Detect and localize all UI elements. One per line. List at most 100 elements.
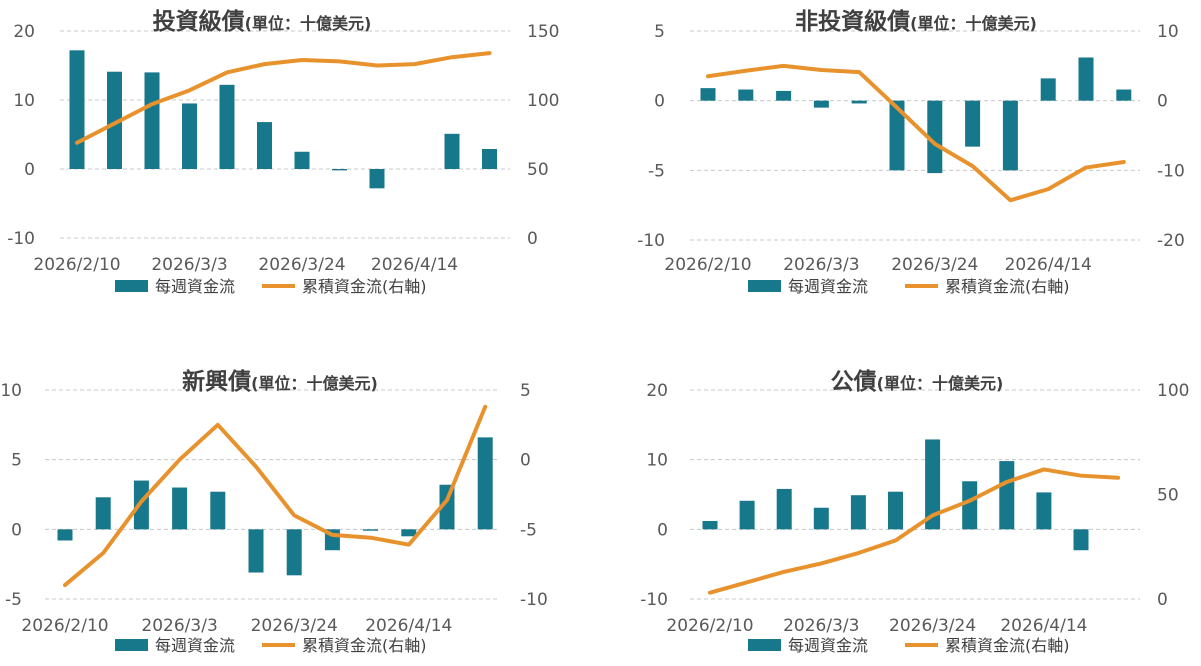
bar <box>888 491 903 530</box>
x-axis-tick-label: 2026/4/14 <box>371 255 458 275</box>
x-axis-tick-label: 2026/3/3 <box>151 255 227 275</box>
bar <box>702 520 718 530</box>
bar <box>1036 492 1052 530</box>
bar <box>700 88 716 101</box>
chart-title-unit: (單位：十億美元) <box>251 374 378 393</box>
left-axis-tick-label: 10 <box>646 451 668 471</box>
bar <box>482 148 497 169</box>
legend-label-weekly: 每週資金流 <box>155 277 235 296</box>
left-axis-tick-label: 0 <box>657 520 668 540</box>
bar <box>999 461 1015 530</box>
left-axis-tick-label: 10 <box>0 381 22 401</box>
bar <box>95 497 111 530</box>
x-axis-tick-label: 2026/4/14 <box>1005 255 1092 275</box>
bar <box>332 169 347 171</box>
right-axis-tick-label: 100 <box>527 91 559 111</box>
x-axis-tick-label: 2026/3/3 <box>783 616 859 636</box>
chart-panel-2: -10 -5 0 5 -20 -10 0 10 2026/2/10 2026/3/3 2026/3/… <box>637 8 1185 296</box>
cumulative-flow-line <box>63 404 488 588</box>
bar <box>889 100 905 171</box>
bar <box>210 491 226 530</box>
left-axis-tick-label: 5 <box>654 22 665 42</box>
chart-title: 非投資級債(單位：十億美元) <box>795 8 1037 35</box>
chart-panel-3: -5 0 5 10 -10 -5 0 5 2026/2/10 2026/3/3 2026/3/24 2… <box>0 368 547 655</box>
bar <box>925 439 941 530</box>
right-axis-tick-label: 50 <box>527 160 549 180</box>
bar <box>107 71 122 169</box>
x-axis-tick-label: 2026/3/3 <box>783 255 859 275</box>
left-axis-tick-label: -10 <box>637 231 665 251</box>
left-axis-tick-label: -5 <box>5 590 22 610</box>
right-axis-tick-label: 50 <box>1157 486 1179 506</box>
chart-title-main: 公債 <box>831 369 877 395</box>
right-axis-tick-label: -20 <box>1157 231 1185 251</box>
chart-title: 公債(單位：十億美元) <box>831 369 1004 395</box>
right-axis-tick-label: 0 <box>527 229 538 249</box>
legend-swatch-bar <box>115 280 148 292</box>
bar <box>144 72 160 169</box>
legend-label-cumulative: 累積資金流(右軸) <box>945 277 1070 296</box>
cumulative-flow-line <box>708 467 1121 595</box>
bar <box>219 84 235 169</box>
bar <box>69 50 85 169</box>
bar <box>477 437 493 530</box>
legend-swatch-bar <box>748 639 781 651</box>
chart-title-unit: (單位：十億美元) <box>877 374 1004 393</box>
left-axis-tick-label: 0 <box>654 92 665 112</box>
x-axis-tick-label: 2026/4/14 <box>1000 616 1087 636</box>
legend-label-weekly: 每週資金流 <box>788 636 868 655</box>
right-axis-tick-label: 0 <box>1157 92 1168 112</box>
left-axis-tick-label: 0 <box>11 520 22 540</box>
left-axis-tick-label: 20 <box>646 381 668 401</box>
bar <box>172 487 188 530</box>
right-axis-tick-label: -5 <box>520 520 537 540</box>
chart-panel-1: -10 0 10 20 0 50 100 150 2026/2/10 2026/3/3 2026/3… <box>7 8 559 296</box>
bar <box>1040 78 1056 101</box>
left-axis-tick-label: 10 <box>13 91 35 111</box>
bar <box>1116 89 1132 101</box>
bar <box>965 100 981 147</box>
cumulative-flow-line <box>706 63 1126 203</box>
left-axis-tick-label: 20 <box>13 22 35 42</box>
chart-title: 投資級債(單位：十億美元) <box>153 8 372 35</box>
legend-label-weekly: 每週資金流 <box>788 277 868 296</box>
x-axis-tick-label: 2026/3/24 <box>889 616 976 636</box>
bar <box>738 89 754 101</box>
bar <box>813 100 829 108</box>
x-axis-tick-label: 2026/2/10 <box>666 616 753 636</box>
chart-title-unit: (單位：十億美元) <box>910 14 1037 33</box>
bar <box>444 133 460 169</box>
bar <box>1002 100 1018 171</box>
left-axis-tick-label: 0 <box>24 160 35 180</box>
bar <box>182 103 197 169</box>
bar <box>363 529 379 531</box>
x-axis-tick-label: 2026/2/10 <box>664 255 751 275</box>
bar <box>962 481 978 530</box>
bar <box>257 122 272 169</box>
x-axis-tick-label: 2026/3/24 <box>891 255 978 275</box>
chart-title-main: 新興債 <box>182 368 251 395</box>
bar <box>286 529 302 576</box>
chart-title-main: 非投資級債 <box>795 8 910 35</box>
x-axis-tick-label: 2026/2/10 <box>21 616 108 636</box>
chart-title: 新興債(單位：十億美元) <box>182 368 378 395</box>
left-axis-tick-label: 5 <box>11 451 22 471</box>
legend-label-weekly: 每週資金流 <box>155 636 235 655</box>
x-axis-tick-label: 2026/2/10 <box>33 255 120 275</box>
bar <box>776 90 792 101</box>
left-axis-tick-label: -10 <box>640 590 668 610</box>
bar <box>133 480 149 530</box>
right-axis-tick-label: -10 <box>1157 161 1185 181</box>
right-axis-tick-label: 0 <box>1157 590 1168 610</box>
legend-swatch-bar <box>115 639 148 651</box>
bar <box>813 507 829 530</box>
chart-title-main: 投資級債 <box>153 8 245 35</box>
legend-label-cumulative: 累積資金流(右軸) <box>302 636 427 655</box>
right-axis-tick-label: 100 <box>1157 381 1189 401</box>
x-axis-tick-label: 2026/3/24 <box>251 616 338 636</box>
right-axis-tick-label: -10 <box>520 590 548 610</box>
bar <box>851 100 867 104</box>
x-axis-tick-label: 2026/3/24 <box>258 255 345 275</box>
right-axis-tick-label: 150 <box>527 22 559 42</box>
